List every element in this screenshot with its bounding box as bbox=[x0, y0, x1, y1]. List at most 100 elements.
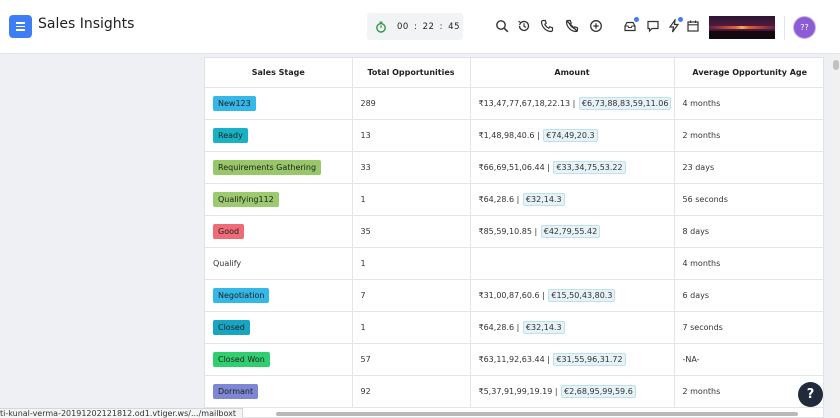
cell-sales-stage: Closed Won bbox=[205, 343, 353, 376]
divider bbox=[784, 16, 785, 40]
cell-amount bbox=[470, 247, 675, 280]
table-row[interactable]: Negotiation 7 ₹31,00,87,60.6 | €15,50,43,8… bbox=[205, 279, 823, 312]
status-bar-url: ti-kunal-verma-20191202121812.od1.vtiger… bbox=[0, 408, 244, 418]
table-row[interactable]: Closed 1 ₹64,28.6 | €32,14.3 7 seconds bbox=[205, 311, 823, 344]
vertical-scrollbar[interactable] bbox=[832, 54, 840, 418]
column-header-average-age[interactable]: Average Opportunity Age bbox=[674, 58, 823, 88]
cell-total-opportunities: 1 bbox=[352, 311, 471, 344]
cell-sales-stage: Negotiation bbox=[205, 279, 353, 312]
amount-inr: ₹13,47,77,67,18,22.13 | bbox=[478, 98, 576, 108]
cell-amount: ₹64,28.6 | €32,14.3 bbox=[470, 311, 675, 344]
cell-total-opportunities: 57 bbox=[352, 343, 471, 376]
stage-badge[interactable]: Dormant bbox=[213, 383, 259, 399]
table-row[interactable]: Good 35 ₹85,59,10.85 | €42,79,55.42 8 days bbox=[205, 215, 823, 248]
table-row[interactable]: Ready 13 ₹1,48,98,40.6 | €74,49,20.3 2 mont… bbox=[205, 119, 823, 152]
cell-amount: ₹13,47,77,67,18,22.13 | €6,73,88,83,59,1… bbox=[470, 87, 675, 120]
cell-average-age: 6 days bbox=[674, 279, 823, 312]
cell-average-age: 23 days bbox=[674, 151, 823, 184]
table-row[interactable]: Qualifying112 1 ₹64,28.6 | €32,14.3 56 seco… bbox=[205, 183, 823, 216]
stage-badge[interactable]: Closed Won bbox=[213, 351, 270, 367]
cell-total-opportunities: 1 bbox=[352, 183, 471, 216]
cell-sales-stage: Ready bbox=[205, 119, 353, 152]
cell-sales-stage: New123 bbox=[205, 87, 353, 120]
menu-icon[interactable] bbox=[9, 15, 32, 38]
column-header-sales-stage[interactable]: Sales Stage bbox=[205, 58, 353, 88]
cell-average-age: 56 seconds bbox=[674, 183, 823, 216]
table-header-row: Sales Stage Total Opportunities Amount A… bbox=[205, 58, 823, 88]
amount-converted: €42,79,55.42 bbox=[540, 224, 601, 238]
cell-sales-stage: Requirements Gathering bbox=[205, 151, 353, 184]
stage-badge[interactable]: Ready bbox=[213, 127, 248, 143]
inbox-icon[interactable] bbox=[623, 17, 639, 33]
cell-average-age: 2 months bbox=[674, 119, 823, 152]
cell-average-age: 8 days bbox=[674, 215, 823, 248]
cell-average-age: -NA- bbox=[674, 343, 823, 376]
help-icon[interactable]: ? bbox=[798, 382, 823, 407]
cell-amount: ₹31,00,87,60.6 | €15,50,43,80.3 bbox=[470, 279, 675, 312]
stage-badge[interactable]: Closed bbox=[213, 319, 250, 335]
table-row[interactable]: Qualify 1 4 months bbox=[205, 247, 823, 280]
cell-amount: ₹5,37,91,99,19.19 | €2,68,95,99,59.6 bbox=[470, 375, 675, 408]
amount-converted: €32,14.3 bbox=[522, 320, 565, 334]
table-row[interactable]: Closed Won 57 ₹63,11,92,63.44 | €31,55,96,… bbox=[205, 343, 823, 376]
cell-amount: ₹85,59,10.85 | €42,79,55.42 bbox=[470, 215, 675, 248]
cell-amount: ₹64,28.6 | €32,14.3 bbox=[470, 183, 675, 216]
cell-average-age: 4 months bbox=[674, 247, 823, 280]
cell-sales-stage: Closed bbox=[205, 311, 353, 344]
cell-total-opportunities: 33 bbox=[352, 151, 471, 184]
horizontal-scrollbar[interactable] bbox=[276, 412, 798, 416]
amount-converted: €33,34,75,53.22 bbox=[553, 160, 626, 174]
stage-badge[interactable]: Qualifying112 bbox=[213, 191, 279, 207]
stage-badge[interactable]: New123 bbox=[213, 95, 256, 111]
amount-inr: ₹64,28.6 | bbox=[478, 194, 520, 204]
column-header-amount[interactable]: Amount bbox=[470, 58, 675, 88]
cell-sales-stage: Dormant bbox=[205, 375, 353, 408]
amount-inr: ₹63,11,92,63.44 | bbox=[478, 354, 550, 364]
amount-converted: €15,50,43,80.3 bbox=[548, 288, 616, 302]
calendar-icon[interactable] bbox=[686, 19, 700, 33]
cell-total-opportunities: 35 bbox=[352, 215, 471, 248]
avatar[interactable]: ?? bbox=[793, 16, 816, 39]
vertical-scrollbar-thumb[interactable] bbox=[833, 60, 839, 70]
cell-amount: ₹63,11,92,63.44 | €31,55,96,31.72 bbox=[470, 343, 675, 376]
notification-icon[interactable] bbox=[667, 17, 683, 33]
phone-icon[interactable] bbox=[540, 19, 554, 33]
cell-total-opportunities: 1 bbox=[352, 247, 471, 280]
table-row[interactable]: Requirements Gathering 33 ₹66,69,51,06.44 … bbox=[205, 151, 823, 184]
search-icon[interactable] bbox=[495, 19, 509, 33]
timer-icon bbox=[376, 21, 386, 33]
amount-converted: €74,49,20.3 bbox=[543, 128, 598, 142]
call-timer[interactable]: 00 : 22 : 45 bbox=[367, 13, 463, 40]
amount-converted: €2,68,95,99,59.6 bbox=[561, 384, 636, 398]
stage-badge[interactable]: Good bbox=[213, 223, 245, 239]
table-body: New123 289 ₹13,47,77,67,18,22.13 | €6,73,8… bbox=[205, 87, 823, 408]
table-row[interactable]: New123 289 ₹13,47,77,67,18,22.13 | €6,73,8… bbox=[205, 87, 823, 120]
stage-badge[interactable]: Negotiation bbox=[213, 287, 270, 303]
inbox-unread-dot bbox=[634, 17, 639, 22]
amount-inr: ₹66,69,51,06.44 | bbox=[478, 162, 550, 172]
amount-inr: ₹31,00,87,60.6 | bbox=[478, 290, 545, 300]
timer-value: 00 : 22 : 45 bbox=[397, 21, 460, 32]
cell-sales-stage: Qualify bbox=[205, 247, 353, 280]
amount-converted: €31,55,96,31.72 bbox=[553, 352, 626, 366]
amount-converted: €6,73,88,83,59,11.06 bbox=[578, 96, 672, 110]
app-title: Sales Insights bbox=[38, 16, 135, 32]
history-icon[interactable] bbox=[517, 19, 531, 33]
stage-badge[interactable]: Requirements Gathering bbox=[213, 159, 322, 175]
cell-total-opportunities: 92 bbox=[352, 375, 471, 408]
notification-dot bbox=[678, 17, 683, 22]
top-bar: Sales Insights 00 : 22 : 45 ?? bbox=[0, 0, 840, 54]
stage-label[interactable]: Qualify bbox=[213, 258, 242, 268]
cell-total-opportunities: 7 bbox=[352, 279, 471, 312]
amount-inr: ₹64,28.6 | bbox=[478, 322, 520, 332]
mute-call-icon[interactable] bbox=[565, 19, 579, 33]
cell-total-opportunities: 289 bbox=[352, 87, 471, 120]
chat-icon[interactable] bbox=[646, 19, 660, 33]
amount-inr: ₹1,48,98,40.6 | bbox=[478, 130, 540, 140]
add-circle-icon[interactable] bbox=[589, 19, 603, 33]
column-header-total-opportunities[interactable]: Total Opportunities bbox=[352, 58, 471, 88]
sales-stage-table: Sales Stage Total Opportunities Amount A… bbox=[205, 58, 823, 408]
profile-banner-image bbox=[709, 16, 775, 39]
cell-amount: ₹1,48,98,40.6 | €74,49,20.3 bbox=[470, 119, 675, 152]
table-row[interactable]: Dormant 92 ₹5,37,91,99,19.19 | €2,68,95,99… bbox=[205, 375, 823, 408]
